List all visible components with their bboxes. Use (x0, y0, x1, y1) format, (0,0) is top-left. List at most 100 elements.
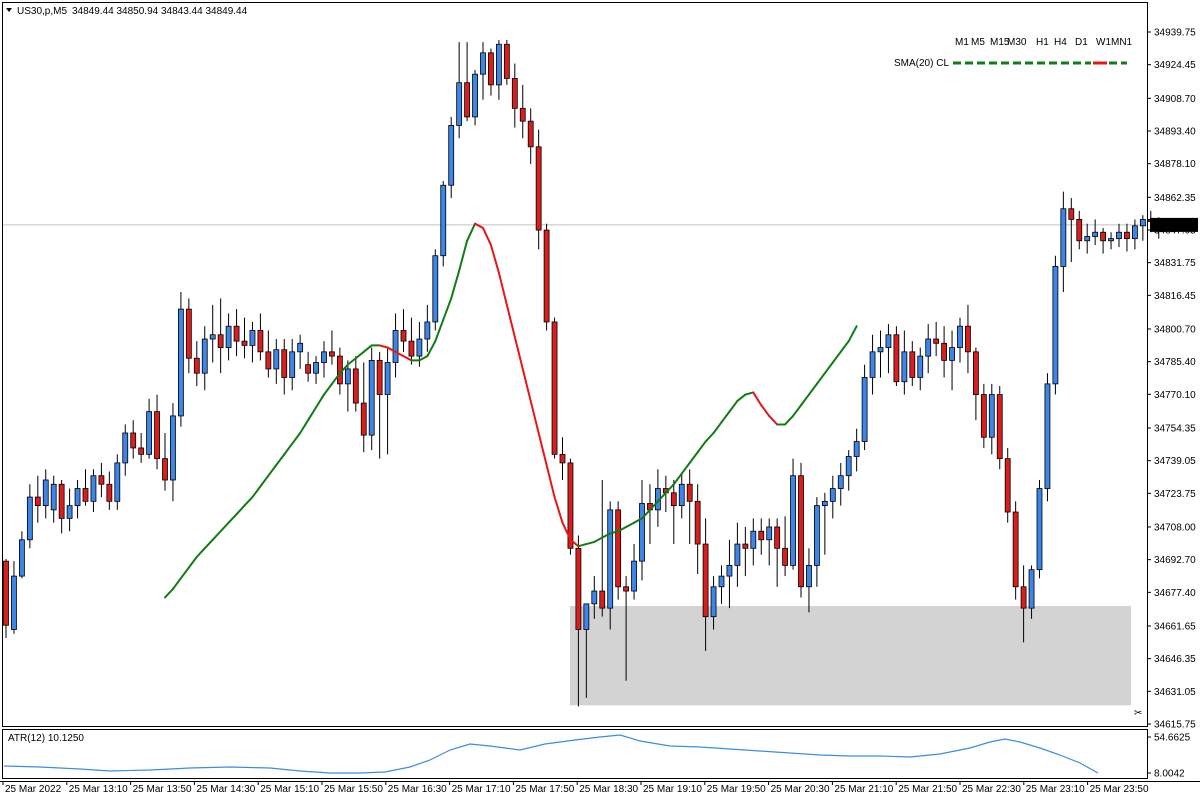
sma-segment (195, 547, 206, 558)
sma-segment (418, 355, 429, 362)
x-tick-label: 25 Mar 17:50 (515, 784, 574, 795)
candle (734, 522, 741, 587)
candle (74, 479, 81, 519)
candle (384, 347, 391, 455)
candle-body (766, 526, 773, 541)
sma-segment (561, 521, 572, 541)
x-tick-label: 25 Mar 21:50 (898, 784, 957, 795)
candle-body (162, 458, 168, 481)
candle (639, 479, 645, 581)
timeframe-button-m30[interactable]: M30 (1007, 37, 1027, 48)
y-tick-label: 34631.05 (1154, 687, 1196, 698)
y-tick-label: 34723.75 (1154, 489, 1196, 500)
candle-body (973, 351, 979, 395)
candle-body (384, 362, 391, 395)
candle-body (917, 355, 924, 378)
candle (162, 432, 168, 491)
candle-body (798, 475, 804, 588)
timeframe-button-d1[interactable]: D1 (1075, 37, 1088, 48)
candle-body (837, 475, 844, 489)
candle-body (297, 342, 304, 353)
candle (154, 394, 160, 470)
candle-body (877, 347, 884, 353)
sma-segment (450, 269, 461, 300)
scissors-icon[interactable]: ✂ (1134, 708, 1142, 719)
candle (782, 516, 788, 577)
timeframe-button-m1[interactable]: M1 (955, 37, 969, 48)
timeframe-button-mn1[interactable]: MN1 (1111, 37, 1133, 48)
sma-segment (696, 440, 707, 454)
candle (678, 473, 685, 519)
candle (305, 351, 312, 382)
candle (18, 531, 25, 579)
sma-segment (680, 461, 691, 475)
y-tick-label: 34754.35 (1154, 423, 1196, 434)
candle (965, 304, 971, 374)
candle (996, 386, 1003, 470)
candle-body (551, 321, 558, 455)
candle (265, 330, 272, 378)
candle-body (821, 500, 828, 507)
candle-body (678, 483, 685, 507)
candle (973, 347, 979, 421)
candle-body (670, 492, 677, 507)
sma-segment (537, 431, 548, 467)
candle-body (845, 456, 852, 477)
candle-body (1060, 208, 1067, 267)
candle-body (814, 505, 820, 566)
sma-segment (354, 350, 365, 360)
sma-segment (251, 485, 262, 499)
candle-body (495, 43, 502, 86)
sma-segment (466, 222, 477, 242)
candle (225, 313, 232, 361)
candle (670, 479, 677, 545)
candle-body (829, 488, 836, 502)
candle-body (106, 483, 113, 502)
candle-body (710, 586, 717, 618)
candle (368, 347, 375, 451)
candle (313, 356, 319, 384)
candle-body (901, 351, 908, 383)
x-tick-label: 25 Mar 18:30 (579, 784, 638, 795)
sma-segment (760, 404, 771, 417)
sma-segment (482, 226, 492, 247)
candle (519, 84, 526, 139)
symbol-label: US30,p,M5 (17, 6, 67, 17)
candle-body (321, 351, 327, 363)
candle-body (130, 432, 137, 449)
candle-body (750, 530, 757, 549)
timeframe-button-m5[interactable]: M5 (971, 37, 985, 48)
candle (1060, 191, 1067, 293)
candle-body (480, 52, 486, 75)
chart-menu-triangle-icon[interactable] (6, 8, 12, 12)
atr-plot-frame (2, 729, 1148, 779)
candle (988, 383, 995, 455)
candle-body (90, 475, 97, 502)
candle (1132, 219, 1138, 250)
candle-body (50, 483, 57, 511)
x-tick-label: 25 Mar 17:10 (452, 784, 511, 795)
sma-segment (513, 335, 524, 370)
sma-segment (338, 363, 349, 375)
candle (917, 347, 924, 391)
candle (408, 317, 415, 365)
candle (321, 341, 327, 378)
candle (66, 488, 73, 532)
candle (686, 469, 693, 545)
candle (400, 309, 407, 352)
candle (217, 298, 224, 374)
timeframe-button-h4[interactable]: H4 (1054, 37, 1067, 48)
timeframe-button-w1[interactable]: W1 (1096, 37, 1111, 48)
candle (949, 330, 955, 391)
candle (241, 317, 248, 359)
candle-body (440, 184, 447, 257)
candle-body (575, 547, 582, 630)
candle-body (1020, 586, 1027, 609)
timeframe-button-m15[interactable]: M15 (990, 37, 1010, 48)
sma-segment (672, 472, 683, 486)
candle (1124, 223, 1130, 252)
candle (742, 526, 749, 577)
timeframe-button-h1[interactable]: H1 (1036, 37, 1049, 48)
x-tick-label: 25 Mar 2022 (5, 784, 62, 795)
